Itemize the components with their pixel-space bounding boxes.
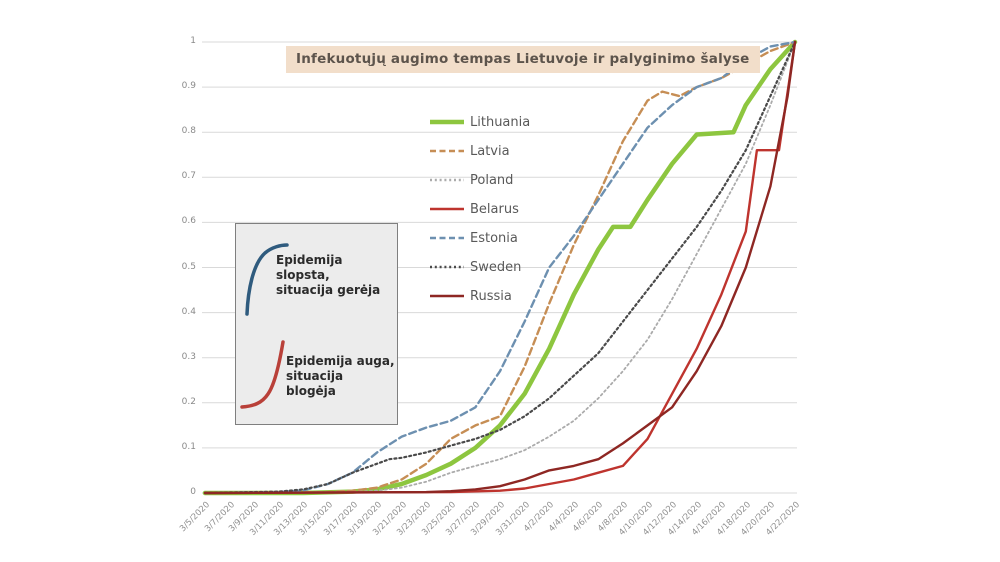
legend-label: Russia [470, 288, 512, 304]
epidemic-growing-label: Epidemija auga, situacija blogėja [286, 354, 395, 398]
series-line-poland [204, 41, 796, 494]
epidemic-growing-curve-icon [240, 340, 285, 409]
legend-item-estonia: Estonia [429, 228, 530, 248]
legend-item-poland: Poland [429, 170, 530, 190]
epidemic-slowing-curve-icon [245, 243, 289, 316]
chart-legend: Lithuania Latvia Poland Belarus Estonia Swede… [429, 112, 530, 306]
legend-label: Poland [470, 172, 514, 188]
legend-item-latvia: Latvia [429, 141, 530, 161]
legend-swatch-estonia [430, 236, 464, 240]
legend-label: Belarus [470, 201, 519, 217]
legend-swatch-poland [430, 178, 464, 182]
legend-swatch-sweden [430, 265, 464, 269]
legend-label: Lithuania [470, 114, 531, 130]
epidemic-slowing-label: Epidemija slopsta, situacija gerėja [276, 253, 381, 297]
series-line-lithuania [202, 39, 798, 496]
series-line-belarus [203, 40, 797, 495]
legend-item-russia: Russia [429, 286, 530, 306]
legend-swatch-lithuania [430, 119, 464, 125]
legend-label: Sweden [470, 259, 522, 275]
legend-item-sweden: Sweden [429, 257, 530, 277]
legend-label: Latvia [470, 143, 510, 159]
annotation-curves [240, 243, 289, 409]
legend-item-belarus: Belarus [429, 199, 530, 219]
legend-swatch-belarus [430, 207, 464, 211]
series-line-sweden [203, 40, 797, 495]
legend-swatch-latvia [430, 149, 464, 153]
series-line-russia [203, 40, 797, 495]
legend-item-lithuania: Lithuania [429, 112, 530, 132]
legend-label: Estonia [470, 230, 518, 246]
annotation-box: Epidemija slopsta, situacija gerėja Epid… [235, 223, 398, 425]
legend-swatch-russia [430, 294, 464, 298]
chart-title: Infekuotųjų augimo tempas Lietuvoje ir p… [286, 46, 760, 73]
